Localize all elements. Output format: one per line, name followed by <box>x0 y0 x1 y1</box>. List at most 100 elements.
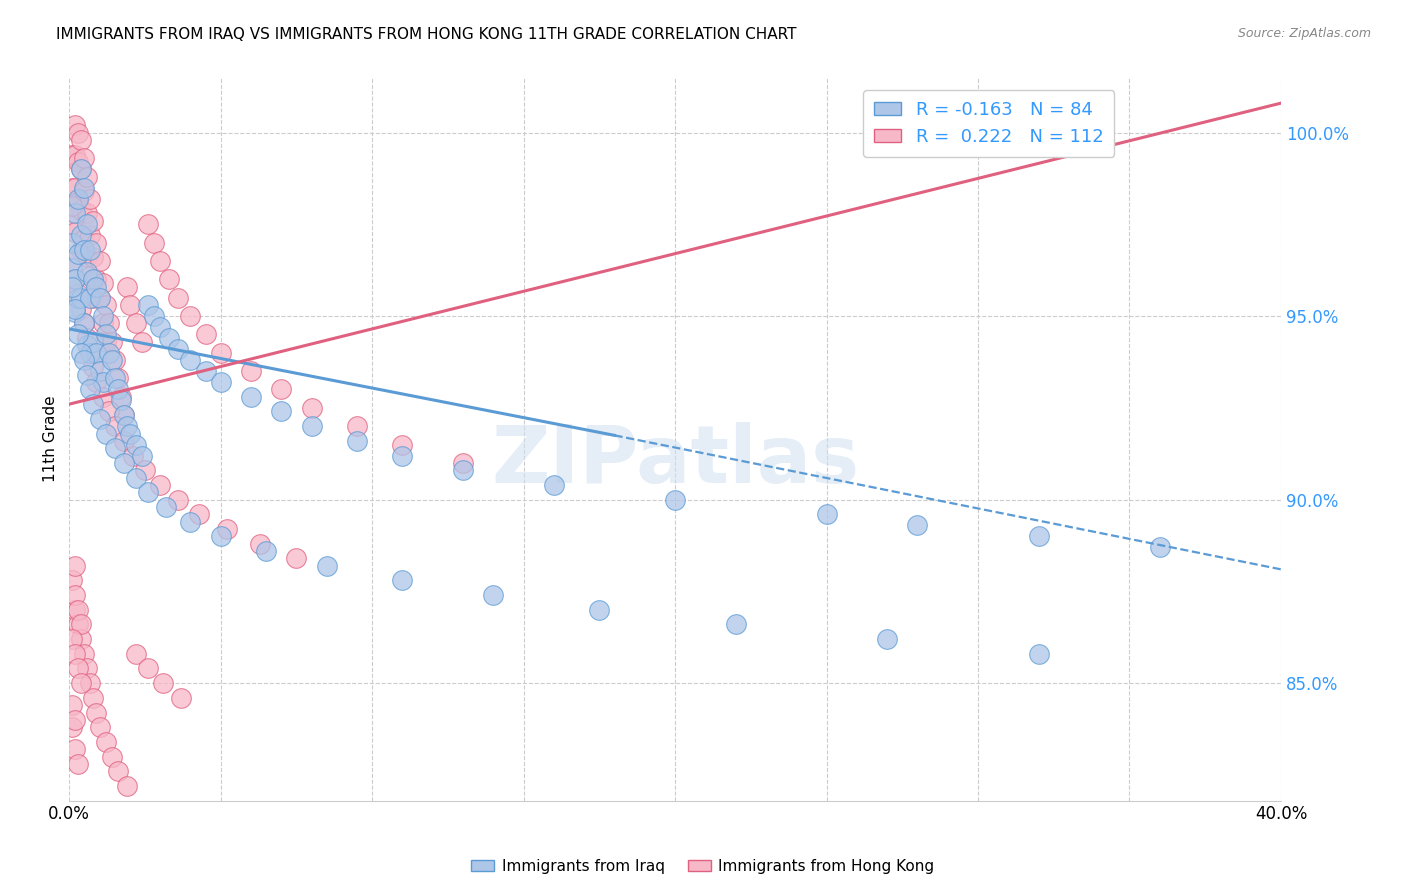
Point <box>76 661 98 675</box>
Point <box>65 147 87 161</box>
Point <box>125 470 148 484</box>
Point <box>209 375 232 389</box>
Point <box>143 309 166 323</box>
Point <box>346 419 368 434</box>
Point <box>82 360 104 375</box>
Legend: Immigrants from Iraq, Immigrants from Hong Kong: Immigrants from Iraq, Immigrants from Ho… <box>465 853 941 880</box>
Point <box>143 235 166 250</box>
Point <box>60 147 83 161</box>
Legend: R = -0.163   N = 84, R =  0.222   N = 112: R = -0.163 N = 84, R = 0.222 N = 112 <box>863 90 1115 157</box>
Point <box>60 632 83 646</box>
Point <box>60 698 83 713</box>
Y-axis label: 11th Grade: 11th Grade <box>44 396 58 483</box>
Point <box>724 617 747 632</box>
Point <box>65 118 87 132</box>
Point <box>67 195 90 210</box>
Point <box>167 291 190 305</box>
Point <box>79 268 101 283</box>
Point <box>115 279 138 293</box>
Point <box>301 401 323 415</box>
Point <box>155 500 177 514</box>
Text: IMMIGRANTS FROM IRAQ VS IMMIGRANTS FROM HONG KONG 11TH GRADE CORRELATION CHART: IMMIGRANTS FROM IRAQ VS IMMIGRANTS FROM … <box>56 27 797 42</box>
Point <box>115 419 138 434</box>
Point <box>67 603 90 617</box>
Point <box>107 371 129 385</box>
Point <box>112 408 135 422</box>
Point <box>60 254 83 268</box>
Point <box>67 126 90 140</box>
Point <box>73 317 96 331</box>
Point <box>149 478 172 492</box>
Point <box>152 676 174 690</box>
Point <box>65 180 87 194</box>
Point <box>157 331 180 345</box>
Point <box>1149 541 1171 555</box>
Point <box>194 327 217 342</box>
Point <box>79 192 101 206</box>
Point <box>285 551 308 566</box>
Point <box>131 449 153 463</box>
Point <box>65 647 87 661</box>
Point <box>73 232 96 246</box>
Point <box>70 676 93 690</box>
Point <box>270 383 292 397</box>
Point <box>60 199 83 213</box>
Point <box>131 334 153 349</box>
Point <box>60 235 83 250</box>
Point <box>67 192 90 206</box>
Point <box>67 756 90 771</box>
Point <box>89 412 111 426</box>
Point <box>136 661 159 675</box>
Point <box>543 478 565 492</box>
Point <box>89 720 111 734</box>
Point <box>70 162 93 177</box>
Point <box>391 449 413 463</box>
Point <box>149 320 172 334</box>
Point <box>240 364 263 378</box>
Point <box>86 706 108 720</box>
Point <box>118 426 141 441</box>
Point <box>67 154 90 169</box>
Point <box>194 364 217 378</box>
Point <box>65 225 87 239</box>
Point <box>170 690 193 705</box>
Point <box>149 254 172 268</box>
Point <box>91 317 114 331</box>
Point <box>179 309 201 323</box>
Point <box>1028 529 1050 543</box>
Point <box>346 434 368 448</box>
Point <box>82 272 104 286</box>
Point <box>76 338 98 352</box>
Point <box>86 235 108 250</box>
Text: Source: ZipAtlas.com: Source: ZipAtlas.com <box>1237 27 1371 40</box>
Point <box>60 261 83 276</box>
Point <box>70 162 93 177</box>
Point <box>315 558 337 573</box>
Point <box>100 353 122 368</box>
Point <box>451 456 474 470</box>
Point <box>65 603 87 617</box>
Point <box>76 206 98 220</box>
Point <box>82 397 104 411</box>
Point <box>907 518 929 533</box>
Point <box>167 492 190 507</box>
Point <box>65 742 87 756</box>
Point <box>125 647 148 661</box>
Point <box>82 250 104 264</box>
Point <box>100 749 122 764</box>
Point <box>76 169 98 184</box>
Point <box>82 291 104 305</box>
Point <box>270 404 292 418</box>
Point <box>86 279 108 293</box>
Point <box>94 735 117 749</box>
Point <box>70 291 93 305</box>
Point <box>60 574 83 588</box>
Point <box>104 353 127 368</box>
Point <box>91 375 114 389</box>
Point <box>70 243 93 257</box>
Point <box>65 305 87 319</box>
Point <box>136 485 159 500</box>
Point <box>118 298 141 312</box>
Point <box>60 217 83 231</box>
Point <box>97 317 120 331</box>
